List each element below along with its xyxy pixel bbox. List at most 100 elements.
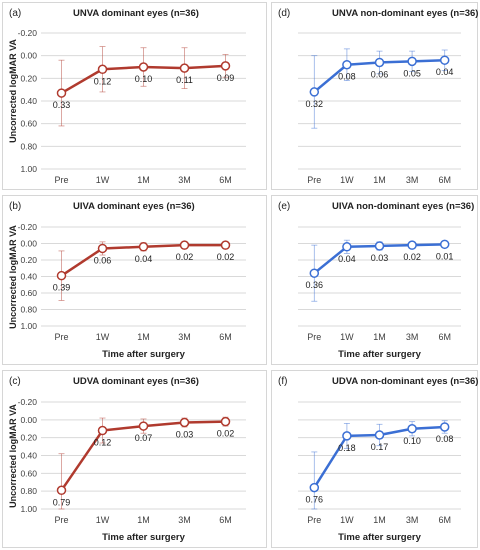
data-label: 0.33 bbox=[53, 100, 71, 110]
x-tick-label: 3M bbox=[178, 175, 191, 185]
data-point bbox=[56, 485, 67, 496]
y-tick-label: -0.20 bbox=[18, 28, 38, 38]
x-tick-label: Pre bbox=[307, 175, 321, 185]
y-tick-label: 0.60 bbox=[20, 119, 37, 129]
panel-a: (a) UNVA dominant eyes (n=36) -0.20 0.00 0.2… bbox=[2, 2, 267, 190]
data-point bbox=[309, 268, 320, 278]
y-tick-label: -0.20 bbox=[18, 397, 38, 407]
x-tick-label: 1W bbox=[96, 175, 110, 185]
data-label: 0.76 bbox=[306, 495, 324, 505]
data-label: 0.02 bbox=[403, 252, 421, 262]
data-point bbox=[374, 430, 385, 440]
panel-f: (f) UDVA non-dominant eyes (n=36) Pre 1W 1M 3… bbox=[271, 370, 478, 548]
data-label: 0.11 bbox=[176, 75, 193, 85]
x-tick-label: 1W bbox=[340, 515, 354, 525]
data-point bbox=[138, 421, 149, 431]
data-point bbox=[342, 431, 352, 441]
y-tick-label: 0.60 bbox=[20, 288, 37, 298]
x-tick-label: 1W bbox=[340, 175, 354, 185]
data-label: 0.10 bbox=[403, 436, 421, 446]
chart-svg: (d) UNVA non-dominant eyes (n=36) Pre 1W 1M 3… bbox=[278, 8, 478, 185]
data-label: 0.02 bbox=[217, 429, 235, 439]
data-point bbox=[56, 88, 67, 98]
x-tick-label: 1M bbox=[137, 175, 150, 185]
x-axis-title: Time after surgery bbox=[338, 349, 421, 360]
x-tick-label: 1M bbox=[137, 332, 150, 342]
y-tick-label: 0.00 bbox=[20, 51, 37, 61]
panel-d: (d) UNVA non-dominant eyes (n=36) Pre 1W 1M 3… bbox=[271, 2, 478, 190]
x-tick-label: 1M bbox=[373, 175, 386, 185]
y-tick-label: 0.80 bbox=[20, 141, 37, 151]
y-axis-title: Uncorrected logMAR VA bbox=[8, 39, 18, 143]
data-point bbox=[97, 64, 108, 75]
data-point bbox=[220, 240, 231, 250]
data-point bbox=[138, 62, 149, 72]
chart-title: UIVA non-dominant eyes (n=36) bbox=[332, 201, 474, 212]
data-point bbox=[56, 270, 67, 281]
data-point bbox=[97, 425, 108, 436]
x-axis-title: Time after surgery bbox=[338, 532, 421, 543]
chart-svg: (a) UNVA dominant eyes (n=36) -0.20 0.00 0.2… bbox=[8, 8, 246, 185]
y-tick-label: 0.60 bbox=[20, 468, 37, 478]
y-tick-label: 1.00 bbox=[20, 321, 37, 331]
y-axis-title: Uncorrected logMAR VA bbox=[8, 404, 18, 508]
y-tick-label: 0.20 bbox=[20, 73, 37, 83]
chart-svg: (e) UIVA non-dominant eyes (n=36) Pre 1W 1M 3… bbox=[278, 201, 474, 360]
data-point bbox=[407, 56, 417, 67]
y-tick-label: 0.40 bbox=[20, 96, 37, 106]
data-label: 0.32 bbox=[306, 99, 324, 109]
data-label: 0.02 bbox=[217, 252, 235, 262]
data-label: 0.01 bbox=[436, 251, 454, 261]
data-point bbox=[439, 239, 450, 250]
y-tick-label: 0.20 bbox=[20, 433, 37, 443]
data-label: 0.06 bbox=[94, 255, 112, 265]
data-label: 0.08 bbox=[338, 72, 356, 82]
data-label: 0.36 bbox=[306, 280, 324, 290]
panel-letter: (e) bbox=[278, 201, 290, 212]
x-tick-label: 3M bbox=[406, 515, 419, 525]
panel-letter: (b) bbox=[9, 201, 21, 212]
data-point bbox=[179, 63, 190, 73]
chart-svg: (b) UIVA dominant eyes (n=36) -0.20 0.00 0.2… bbox=[8, 201, 246, 360]
data-label: 0.17 bbox=[371, 442, 389, 452]
data-label: 0.12 bbox=[94, 438, 112, 448]
chart-title: UNVA non-dominant eyes (n=36) bbox=[332, 8, 478, 19]
panel-letter: (a) bbox=[9, 8, 21, 19]
data-label: 0.04 bbox=[436, 67, 454, 77]
data-point bbox=[374, 57, 385, 68]
x-axis-title: Time after surgery bbox=[102, 532, 185, 543]
panel-e: (e) UIVA non-dominant eyes (n=36) Pre 1W 1M 3… bbox=[271, 195, 478, 365]
data-point bbox=[342, 242, 352, 252]
data-label: 0.10 bbox=[135, 74, 153, 84]
panel-b: (b) UIVA dominant eyes (n=36) -0.20 0.00 0.2… bbox=[2, 195, 267, 365]
x-tick-label: 6M bbox=[438, 515, 451, 525]
x-axis-title: Time after surgery bbox=[102, 349, 185, 360]
data-point bbox=[179, 240, 190, 250]
y-tick-label: 0.20 bbox=[20, 255, 37, 265]
data-label: 0.08 bbox=[436, 434, 454, 444]
y-tick-label: 0.00 bbox=[20, 239, 37, 249]
chart-title: UNVA dominant eyes (n=36) bbox=[73, 8, 199, 19]
data-label: 0.07 bbox=[135, 433, 153, 443]
data-point bbox=[407, 240, 417, 250]
data-label: 0.04 bbox=[135, 254, 153, 264]
y-tick-label: 1.00 bbox=[20, 504, 37, 514]
x-tick-label: 3M bbox=[178, 515, 191, 525]
y-tick-label: 1.00 bbox=[20, 164, 37, 174]
data-point bbox=[97, 243, 108, 254]
data-point bbox=[374, 241, 385, 251]
chart-svg: (f) UDVA non-dominant eyes (n=36) Pre 1W 1M 3… bbox=[278, 376, 478, 543]
data-label: 0.79 bbox=[53, 497, 71, 507]
panel-letter: (d) bbox=[278, 8, 290, 19]
x-tick-label: 3M bbox=[406, 332, 419, 342]
x-tick-label: 1W bbox=[340, 332, 354, 342]
data-label: 0.12 bbox=[94, 76, 112, 86]
data-point bbox=[342, 59, 352, 70]
y-tick-label: 0.40 bbox=[20, 451, 37, 461]
data-point bbox=[179, 417, 190, 428]
x-tick-label: 1M bbox=[137, 515, 150, 525]
x-tick-label: 6M bbox=[438, 175, 451, 185]
chart-title: UDVA dominant eyes (n=36) bbox=[73, 376, 199, 387]
data-label: 0.06 bbox=[371, 69, 389, 79]
